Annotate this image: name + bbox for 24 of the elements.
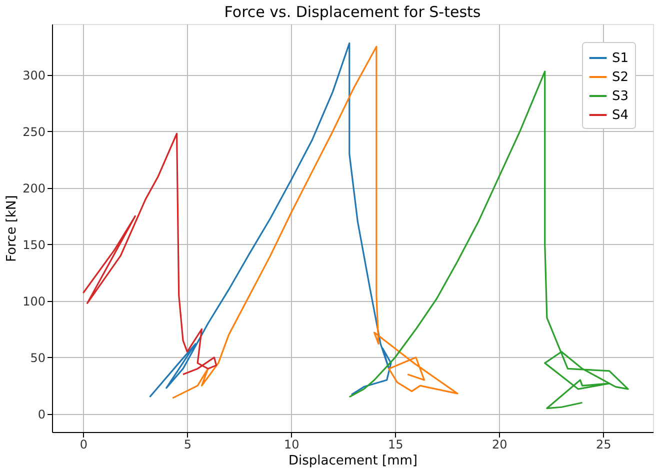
x-tick-label: 25 [596, 438, 612, 452]
line-series [148, 42, 392, 398]
y-tick-label: 150 [22, 238, 46, 252]
x-tick-label: 20 [492, 438, 508, 452]
legend-label: S3 [612, 89, 629, 104]
y-axis-title: Force [kN] [4, 195, 20, 262]
y-tick-label: 200 [22, 181, 46, 196]
x-tick-label: 0 [80, 438, 88, 452]
x-axis-title: Displacement [mm] [288, 454, 418, 468]
y-tick-label: 300 [22, 68, 46, 82]
x-tick-label: 5 [184, 438, 192, 452]
x-tick-label: 10 [284, 438, 300, 452]
legend-label: S2 [612, 70, 629, 85]
line-series [348, 70, 629, 410]
legend-label: S1 [612, 51, 629, 66]
y-tick-label: 0 [38, 407, 46, 422]
y-tick-label: 250 [22, 124, 46, 139]
y-tick-label: 100 [22, 294, 46, 308]
line-series [82, 132, 218, 376]
line-series [172, 46, 458, 399]
x-tick-label: 15 [388, 438, 404, 452]
legend-label: S4 [612, 108, 629, 123]
chart-title: Force vs. Displacement for S-tests [224, 3, 481, 21]
y-tick-label: 50 [30, 350, 46, 365]
